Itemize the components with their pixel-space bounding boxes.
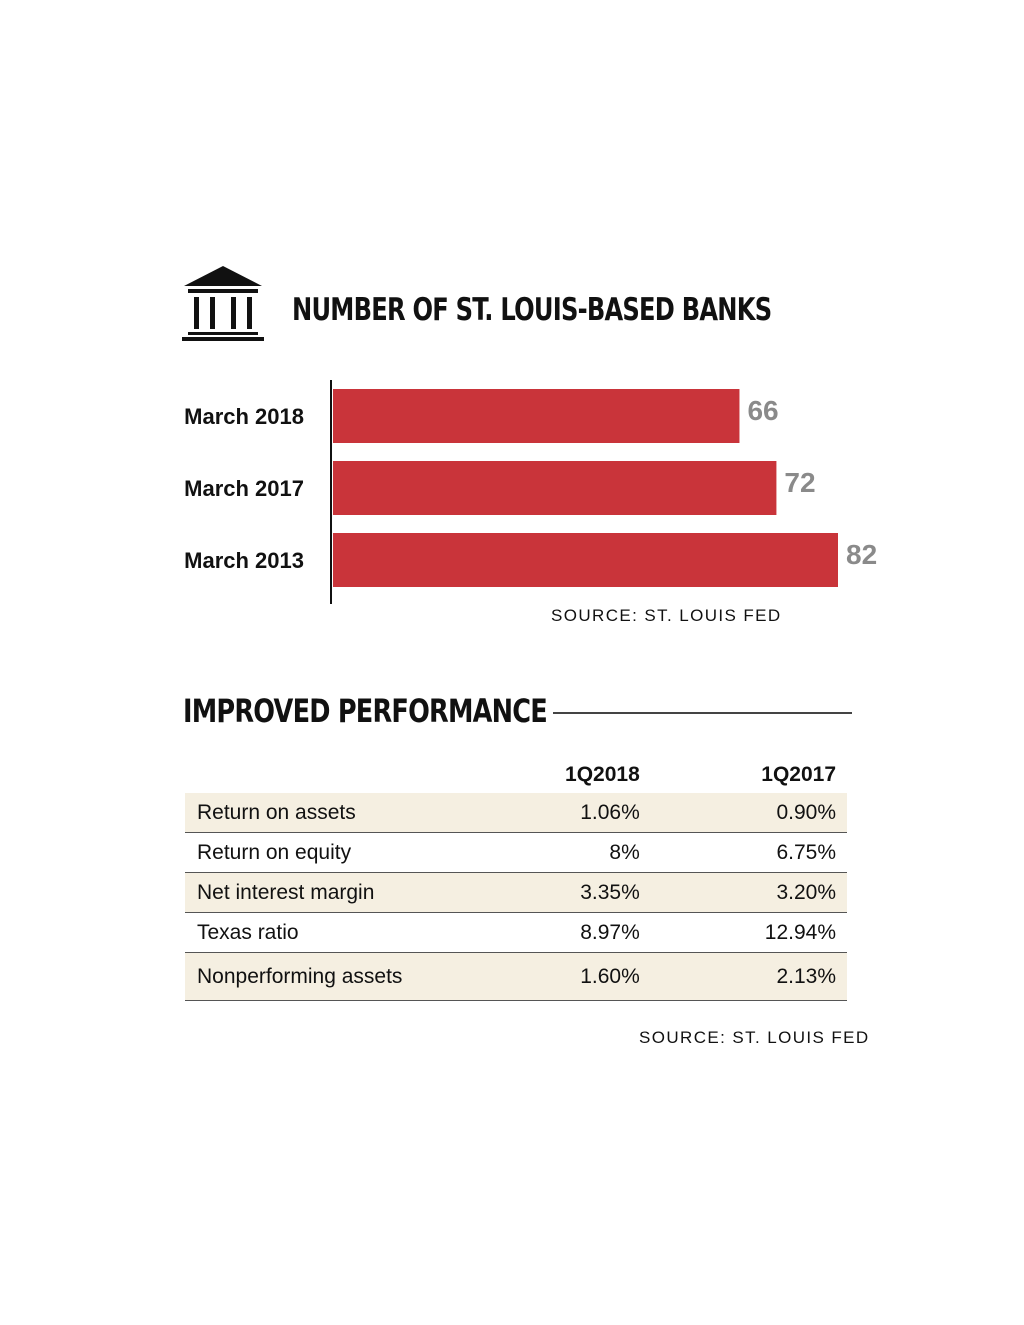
bar	[333, 389, 740, 443]
category-label: March 2018	[184, 404, 304, 429]
category-label: March 2017	[184, 476, 304, 501]
bar	[333, 461, 777, 515]
value-1q2018: 3.35%	[448, 872, 640, 913]
metric-cell: Net interest margin	[185, 872, 449, 913]
table-row: Texas ratio 8.97% 12.94%	[185, 912, 847, 953]
table-row: Return on assets 1.06% 0.90%	[185, 793, 847, 833]
bar	[333, 533, 838, 587]
data-label: 82	[846, 539, 877, 570]
performance-title: IMPROVED PERFORMANCE	[183, 692, 548, 730]
title-divider	[553, 712, 852, 714]
chart-title: NUMBER OF ST. LOUIS-BASED BANKS	[292, 292, 772, 328]
bank-building-icon	[180, 264, 266, 342]
table-row: Nonperforming assets 1.60% 2.13%	[185, 952, 847, 1001]
metric-cell: Return on equity	[185, 832, 449, 873]
chart-source: SOURCE: ST. LOUIS FED	[551, 606, 782, 625]
value-1q2017: 12.94%	[639, 912, 847, 953]
value-1q2018: 1.06%	[448, 793, 640, 833]
value-1q2017: 3.20%	[639, 872, 847, 913]
metric-cell: Return on assets	[185, 793, 449, 833]
value-1q2018: 1.60%	[448, 952, 640, 1001]
value-1q2018: 8.97%	[448, 912, 640, 953]
table-row: Return on equity 8% 6.75%	[185, 832, 847, 873]
table-source: SOURCE: ST. LOUIS FED	[639, 1028, 870, 1047]
table-header-row: 1Q2018 1Q2017	[185, 756, 847, 793]
metric-cell: Texas ratio	[185, 912, 449, 953]
data-label: 66	[747, 395, 778, 426]
value-1q2017: 0.90%	[639, 793, 847, 833]
table-row: Net interest margin 3.35% 3.20%	[185, 872, 847, 913]
performance-table: 1Q2018 1Q2017 Return on assets 1.06% 0.9…	[185, 756, 847, 1001]
value-1q2017: 6.75%	[639, 832, 847, 873]
data-label: 72	[784, 467, 815, 498]
column-header-1q2017: 1Q2017	[761, 762, 836, 786]
metric-cell: Nonperforming assets	[185, 952, 449, 1001]
value-1q2017: 2.13%	[639, 952, 847, 1001]
column-header-1q2018: 1Q2018	[565, 762, 640, 786]
bar-chart: March 2018 66 March 2017 72 March 2013 82	[184, 380, 877, 604]
category-label: March 2013	[184, 548, 304, 573]
column-header-metric	[185, 756, 448, 793]
value-1q2018: 8%	[448, 832, 640, 873]
